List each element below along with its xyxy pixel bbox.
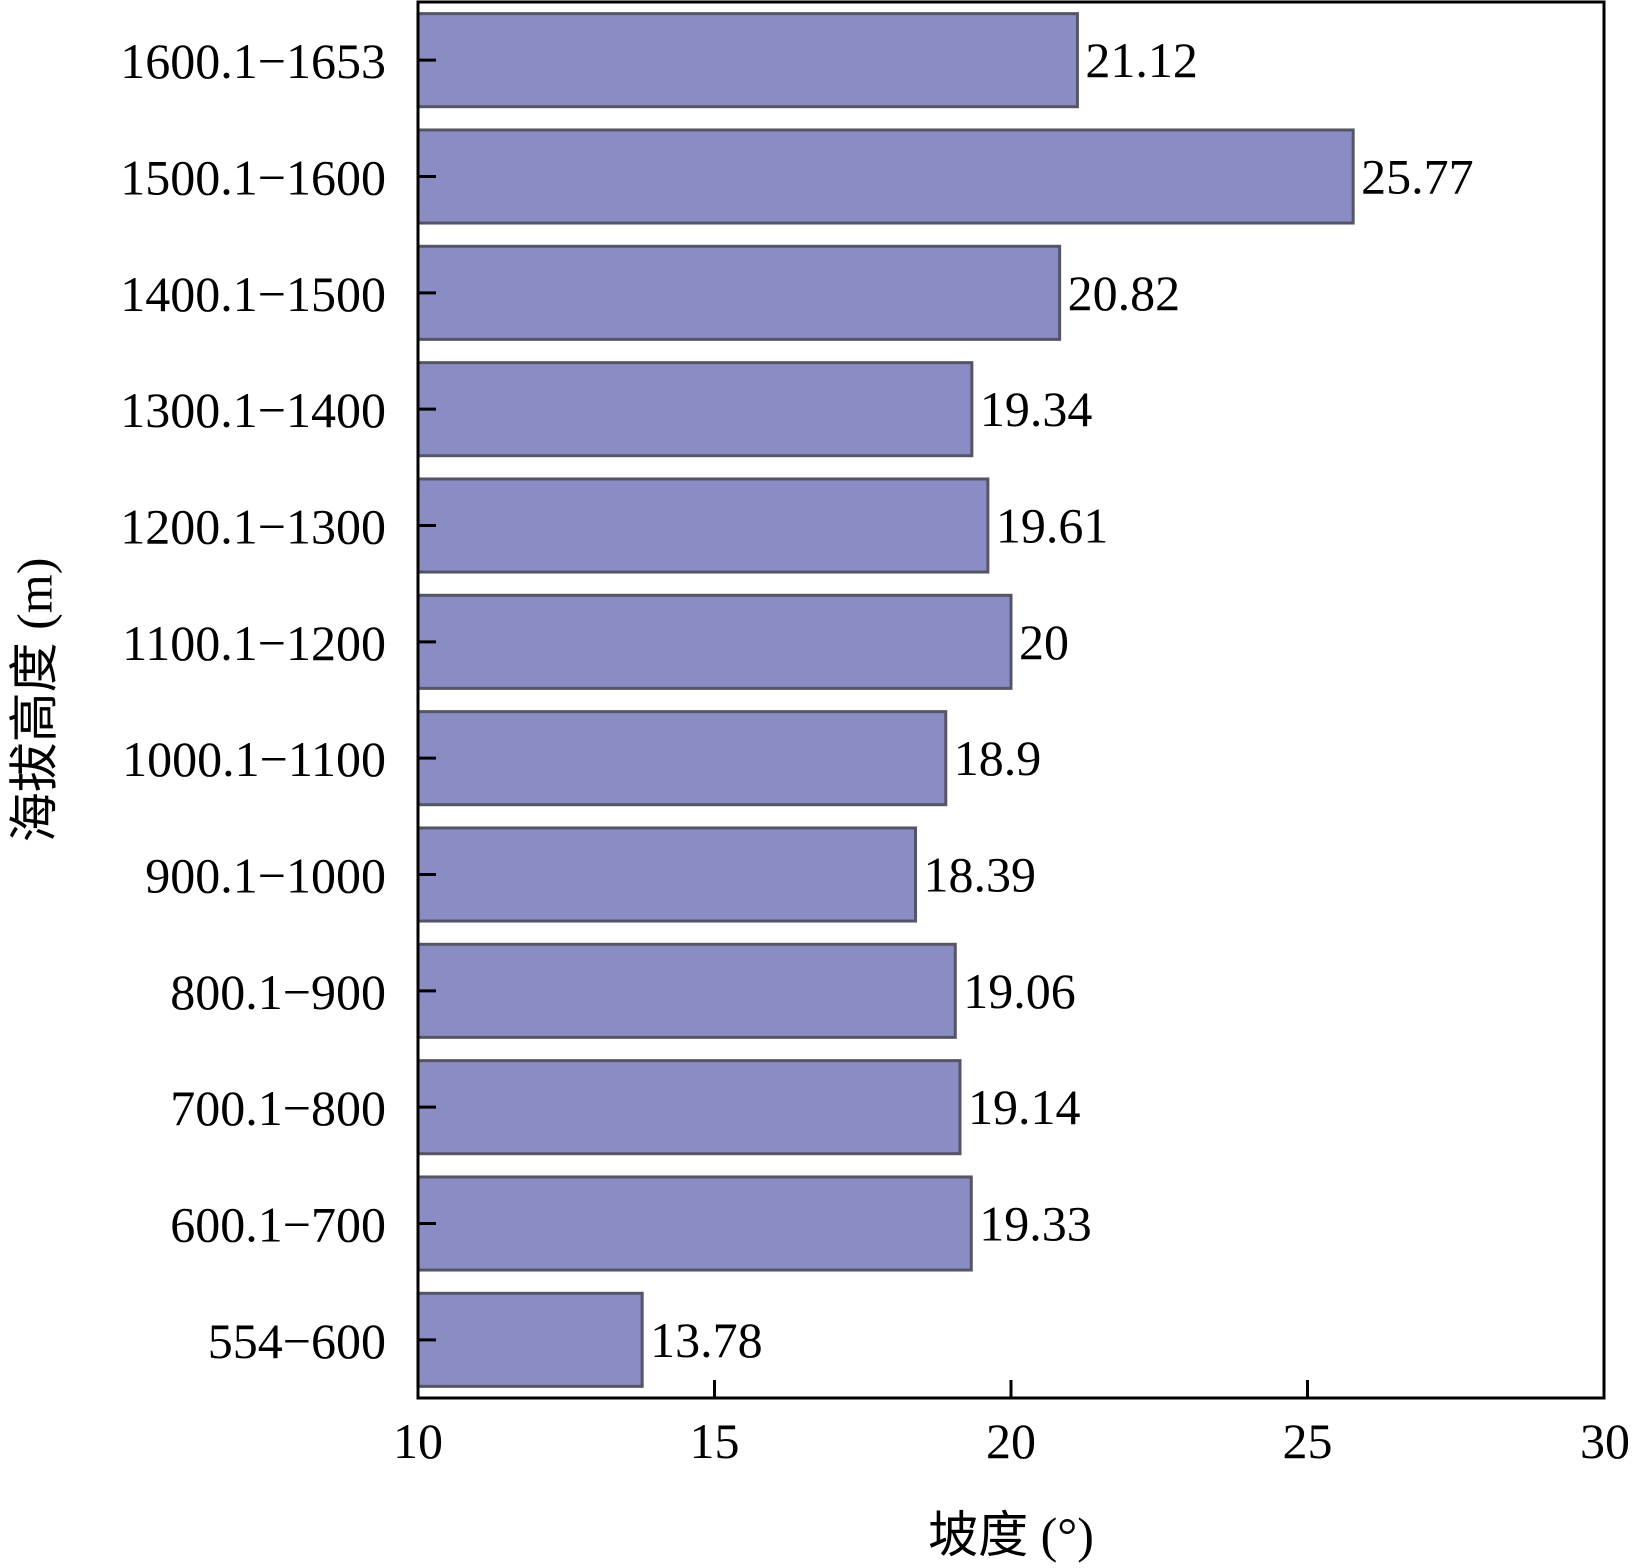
value-labels: 13.78 19.33 19.14 19.06 18.39 18.9 20 19.61 19.3…: [650, 32, 1474, 1368]
bar: [416, 942, 957, 1039]
x-tick-label: 25: [1283, 1413, 1333, 1469]
bar: [416, 12, 1079, 109]
bar: [416, 244, 1062, 341]
bars: [416, 12, 1355, 1388]
x-axis-ticks: 10 15 20 25 30: [393, 1380, 1630, 1469]
x-tick-label: 20: [986, 1413, 1036, 1469]
category-label: 900.1−1000: [145, 848, 386, 904]
y-axis-ticks: 554−600 600.1−700 700.1−800 800.1−900 900.1−…: [120, 33, 436, 1369]
bar: [416, 1291, 644, 1388]
category-label: 554−600: [208, 1313, 386, 1369]
x-tick-label: 15: [690, 1413, 740, 1469]
category-label: 700.1−800: [170, 1080, 386, 1136]
value-label: 19.06: [963, 963, 1076, 1019]
category-label: 800.1−900: [170, 964, 386, 1020]
value-label: 20: [1019, 614, 1069, 670]
bar: [416, 1059, 962, 1156]
value-label: 19.33: [979, 1196, 1092, 1252]
y-axis-title: 海拔高度 (m): [6, 558, 62, 843]
x-axis-title: 坡度 (°): [928, 1507, 1094, 1563]
bar: [416, 826, 918, 923]
category-label: 1500.1−1600: [120, 150, 386, 206]
category-label: 1000.1−1100: [122, 731, 386, 787]
value-label: 19.61: [996, 498, 1109, 554]
category-label: 1400.1−1500: [120, 266, 386, 322]
bar: [416, 361, 974, 458]
plot-frame: [416, 0, 1606, 1400]
value-label: 19.34: [980, 381, 1093, 437]
category-label: 1300.1−1400: [120, 382, 386, 438]
x-tick-label: 10: [393, 1413, 443, 1469]
bar: [416, 128, 1355, 225]
value-label: 18.9: [954, 730, 1042, 786]
bar: [416, 1175, 973, 1272]
value-label: 20.82: [1068, 265, 1181, 321]
value-label: 19.14: [968, 1079, 1080, 1135]
value-label: 18.39: [924, 847, 1037, 903]
category-label: 1100.1−1200: [122, 615, 386, 671]
bar: [416, 710, 948, 807]
category-label: 1600.1−1653: [120, 33, 386, 89]
value-label: 13.78: [650, 1312, 763, 1368]
value-label: 25.77: [1361, 149, 1474, 205]
bar: [416, 593, 1013, 690]
category-label: 1200.1−1300: [120, 499, 386, 555]
value-label: 21.12: [1085, 32, 1198, 88]
bar: [416, 477, 990, 574]
category-label: 600.1−700: [170, 1197, 386, 1253]
x-tick-label: 30: [1580, 1413, 1630, 1469]
